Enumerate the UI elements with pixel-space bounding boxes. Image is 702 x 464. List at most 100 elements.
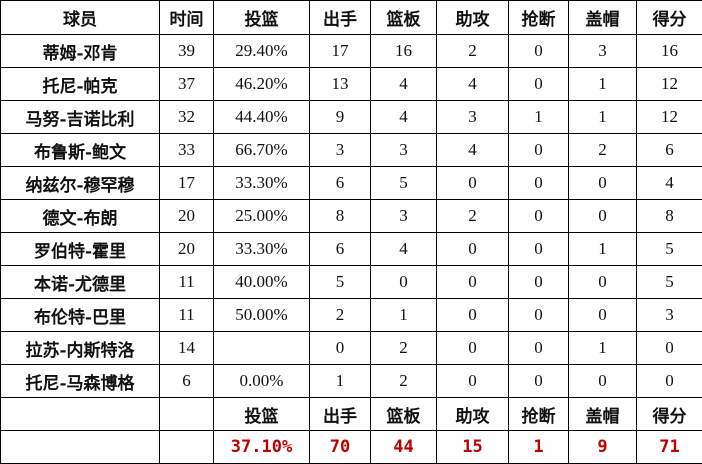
stat-cell: 8 (637, 200, 702, 233)
stat-cell: 3 (371, 134, 437, 167)
stat-cell: 3 (437, 101, 509, 134)
stat-cell: 11 (160, 266, 214, 299)
stat-cell: 0 (437, 332, 509, 365)
stat-cell: 39 (160, 35, 214, 68)
stat-cell: 6 (637, 134, 702, 167)
header-row: 球员时间投篮出手篮板助攻抢断盖帽得分 (1, 1, 702, 35)
summary-label: 抢断 (509, 398, 569, 431)
stat-cell: 40.00% (214, 266, 310, 299)
stat-cell: 1 (569, 332, 637, 365)
stat-cell: 0 (509, 200, 569, 233)
stat-cell: 5 (637, 266, 702, 299)
stat-cell: 14 (160, 332, 214, 365)
player-name: 托尼-帕克 (1, 68, 160, 101)
column-header: 助攻 (437, 1, 509, 35)
stat-cell: 1 (569, 101, 637, 134)
summary-label: 助攻 (437, 398, 509, 431)
stat-cell: 33 (160, 134, 214, 167)
stat-cell: 2 (569, 134, 637, 167)
stat-cell: 5 (371, 167, 437, 200)
summary-value: 15 (437, 431, 509, 464)
player-name: 马努-吉诺比利 (1, 101, 160, 134)
column-header: 出手 (310, 1, 371, 35)
stat-cell: 0 (509, 233, 569, 266)
stat-cell: 0 (310, 332, 371, 365)
stat-cell: 0 (569, 299, 637, 332)
stat-cell: 0 (509, 167, 569, 200)
summary-label: 篮板 (371, 398, 437, 431)
stat-cell: 32 (160, 101, 214, 134)
stat-cell: 0 (569, 365, 637, 398)
stat-cell: 4 (637, 167, 702, 200)
stat-cell: 17 (310, 35, 371, 68)
stat-cell: 0 (509, 332, 569, 365)
summary-label: 盖帽 (569, 398, 637, 431)
summary-value: 70 (310, 431, 371, 464)
player-name: 布鲁斯-鲍文 (1, 134, 160, 167)
stat-cell: 20 (160, 233, 214, 266)
stat-cell: 11 (160, 299, 214, 332)
stat-cell: 0 (569, 167, 637, 200)
stat-cell: 2 (437, 200, 509, 233)
stat-cell: 0 (509, 299, 569, 332)
stat-cell: 33.30% (214, 233, 310, 266)
stat-cell: 0.00% (214, 365, 310, 398)
stat-cell: 1 (371, 299, 437, 332)
stat-cell: 6 (160, 365, 214, 398)
stat-cell: 2 (371, 365, 437, 398)
stat-cell: 0 (637, 365, 702, 398)
stat-cell: 5 (310, 266, 371, 299)
stat-cell: 0 (371, 266, 437, 299)
stat-cell: 12 (637, 68, 702, 101)
player-name: 蒂姆-邓肯 (1, 35, 160, 68)
summary-label: 投篮 (214, 398, 310, 431)
stat-cell: 4 (371, 233, 437, 266)
stat-cell: 4 (371, 68, 437, 101)
stat-cell (214, 332, 310, 365)
empty-cell (1, 431, 160, 464)
stat-cell: 0 (437, 167, 509, 200)
stat-cell: 6 (310, 167, 371, 200)
stat-cell: 37 (160, 68, 214, 101)
stat-cell: 50.00% (214, 299, 310, 332)
stat-cell: 3 (637, 299, 702, 332)
stat-cell: 0 (509, 68, 569, 101)
stat-cell: 2 (310, 299, 371, 332)
stat-cell: 0 (509, 134, 569, 167)
stat-cell: 1 (569, 233, 637, 266)
stat-cell: 0 (569, 266, 637, 299)
stat-cell: 0 (437, 233, 509, 266)
stat-cell: 3 (371, 200, 437, 233)
player-name: 德文-布朗 (1, 200, 160, 233)
stat-cell: 0 (509, 365, 569, 398)
empty-cell (160, 431, 214, 464)
stat-cell: 17 (160, 167, 214, 200)
player-name: 布伦特-巴里 (1, 299, 160, 332)
stat-cell: 5 (637, 233, 702, 266)
summary-label: 得分 (637, 398, 702, 431)
player-name: 本诺-尤德里 (1, 266, 160, 299)
player-name: 托尼-马森博格 (1, 365, 160, 398)
column-header: 投篮 (214, 1, 310, 35)
summary-header-row: 投篮出手篮板助攻抢断盖帽得分 (1, 398, 702, 431)
column-header: 抢断 (509, 1, 569, 35)
stat-cell: 16 (371, 35, 437, 68)
stat-cell: 25.00% (214, 200, 310, 233)
stat-cell: 0 (437, 299, 509, 332)
stat-cell: 2 (371, 332, 437, 365)
stat-cell: 20 (160, 200, 214, 233)
summary-value: 37.10% (214, 431, 310, 464)
column-header: 得分 (637, 1, 702, 35)
stat-cell: 4 (371, 101, 437, 134)
